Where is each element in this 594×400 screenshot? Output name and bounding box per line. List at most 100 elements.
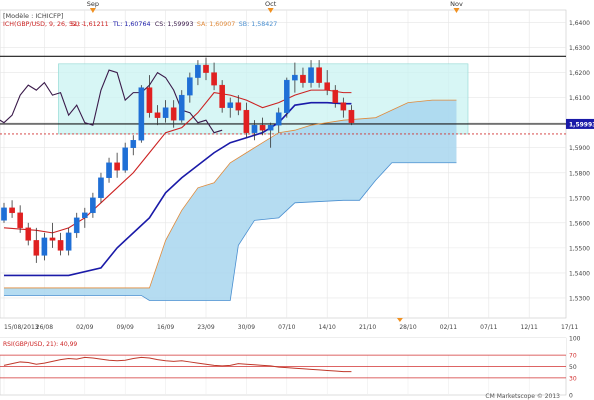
candle [195,60,201,86]
candle [65,227,72,256]
candle-body [162,107,169,118]
x-tick-label: 17/11 [561,324,578,331]
osc-y-tick-label: 30 [569,375,577,382]
y-tick-label: 1,5300 [569,295,590,302]
osc-y-tick-label: 100 [569,336,581,343]
candle [49,222,56,248]
month-label: Sep [87,0,99,8]
candle-body [9,207,15,214]
candle [25,222,32,246]
x-tick-label: 16/09 [157,324,174,331]
candle [275,107,282,133]
candle [81,207,88,228]
candle [138,85,145,143]
chart-title: [Modèle : ICHICFP] [3,12,63,20]
y-tick-label: 1,6100 [569,95,590,102]
current-price-tag [566,118,594,129]
candle [1,202,7,223]
x-tick-label: 07/10 [278,324,295,331]
candle-body [251,124,258,133]
candle-body [203,64,209,73]
candle [162,100,169,123]
candle [324,70,331,96]
candle [316,60,322,88]
candle-body [73,217,80,234]
legend-item: TL: 1,60764 [112,21,151,28]
candle [187,72,193,103]
month-label: Nov [450,0,463,8]
candle-body [178,94,185,121]
candle-body [98,177,104,199]
candle [57,232,64,256]
candle-body [235,102,242,111]
candle [73,212,80,238]
osc-band [0,338,566,356]
candle-body [1,207,7,221]
cloud-bullish [4,100,457,301]
candle-body [284,79,290,113]
y-tick-label: 1,5900 [569,145,590,152]
candle-body [187,77,193,96]
candle [243,102,250,138]
candle-body [267,124,274,131]
candle [340,97,347,118]
osc-y-tick-label: 0 [569,393,573,400]
candle-body [17,212,23,229]
candle-body [195,64,201,78]
candle-body [332,89,339,103]
candle-body [81,212,88,219]
osc-y-tick-label: 70 [569,353,577,360]
x-tick-label: 21/10 [359,324,376,331]
legend-item: SL: 1,61211 [71,21,109,28]
month-marker [453,8,460,13]
axis-marker [396,318,403,322]
candle-body [308,67,314,83]
y-tick-label: 1,5800 [569,170,590,177]
candle-body [138,87,145,141]
x-tick-label: 02/11 [440,324,457,331]
candle [146,75,153,118]
candle [203,57,209,81]
candle [292,62,298,93]
candle-body [316,67,322,83]
x-tick-label: 02/09 [76,324,93,331]
candle [251,120,258,141]
candle-body [65,232,72,251]
candle [284,77,290,118]
candle [122,142,128,173]
x-tick-label: 12/11 [521,324,538,331]
indicator-name: ICH(GBP/USD, 9, 26, 52) - [3,21,84,28]
month-marker [89,8,96,13]
footer-credit: CM Marketscope © 2013 [485,393,560,400]
x-tick-label: 09/09 [117,324,134,331]
candle [33,227,40,263]
candle [178,90,185,123]
candle [114,152,120,178]
candle-body [340,102,347,111]
month-marker [267,8,274,13]
candle-body [25,227,32,241]
candle [300,67,306,88]
sb-line [4,162,457,301]
legend-item: SB: 1,58427 [239,21,277,28]
candle-body [41,237,48,256]
candle-body [146,87,153,113]
candle [235,95,242,116]
y-tick-label: 1,6400 [569,20,590,27]
rsi-line [3,356,352,373]
candle-body [106,162,112,178]
legend-item: CS: 1,59993 [155,21,194,28]
x-tick-label: 26/08 [36,324,53,331]
candle-body [90,197,96,214]
candle [308,60,314,88]
osc-y-tick-label: 50 [569,364,577,371]
tl-line [4,101,352,277]
candle [106,157,112,183]
y-tick-label: 1,5500 [569,245,590,252]
candle-body [154,112,161,118]
candle-body [324,82,331,91]
candle-body [275,112,282,126]
candle [98,172,104,203]
